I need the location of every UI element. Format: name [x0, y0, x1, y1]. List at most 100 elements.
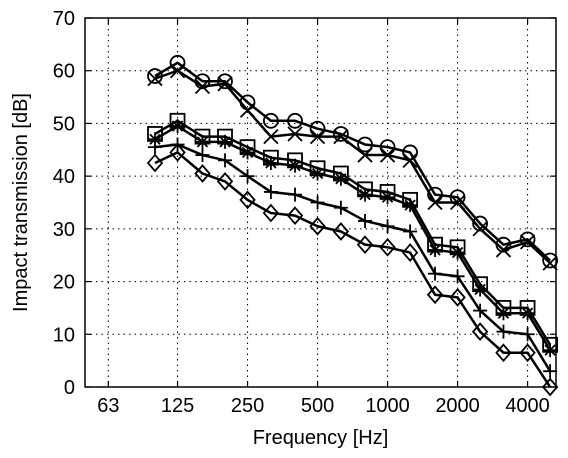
- x-tick-label: 1000: [365, 395, 410, 417]
- diamond-marker: [426, 285, 444, 305]
- diamond-marker: [356, 235, 374, 255]
- circle-marker: [217, 73, 233, 90]
- x-marker: [333, 128, 349, 145]
- x-marker: [194, 78, 211, 95]
- x-tick-label: 4000: [505, 395, 550, 417]
- y-axis-label: Impact transmission [dB]: [10, 93, 32, 312]
- x-marker: [379, 147, 396, 163]
- x-marker: [239, 102, 256, 118]
- axis-ticks: 63 125 250 500 1000 2000 4000 0 10 20 30 40 50 60 70: [53, 8, 556, 417]
- diamond-marker: [309, 216, 326, 236]
- circle-marker: [262, 112, 279, 129]
- diamond-marker: [519, 343, 536, 363]
- diamond-marker: [332, 222, 350, 241]
- diamond-marker: [262, 203, 280, 223]
- x-marker: [147, 70, 163, 87]
- y-tick-label: 10: [53, 324, 75, 346]
- x-marker: [287, 126, 303, 142]
- y-tick-label: 70: [53, 8, 75, 30]
- plus-marker: [333, 200, 348, 215]
- star-marker: [403, 198, 418, 213]
- series-square: [147, 112, 559, 353]
- x-marker: [472, 221, 488, 237]
- x-marker: [263, 128, 279, 145]
- series-layer: [146, 54, 559, 397]
- diamond-marker: [449, 288, 466, 307]
- plus-marker: [358, 213, 373, 228]
- star-marker: [450, 245, 465, 260]
- y-tick-label: 50: [53, 113, 75, 135]
- diamond-marker: [194, 164, 211, 183]
- diamond-marker: [169, 143, 186, 162]
- diamond-marker: [146, 153, 164, 173]
- series-diamond: [146, 143, 559, 397]
- x-tick-label: 125: [161, 395, 194, 417]
- plus-marker: [263, 184, 278, 199]
- circle-marker: [332, 126, 349, 142]
- diamond-marker: [401, 243, 419, 262]
- star-marker: [240, 145, 255, 160]
- plus-marker: [148, 140, 163, 155]
- x-marker: [169, 63, 186, 79]
- series-circle: [147, 54, 559, 269]
- x-tick-label: 2000: [435, 395, 480, 417]
- x-marker: [495, 242, 512, 258]
- plus-marker: [520, 327, 535, 342]
- plus-marker: [195, 148, 210, 163]
- series-line: [154, 119, 552, 346]
- x-marker: [542, 255, 558, 271]
- plot-frame: [84, 17, 557, 388]
- star-marker: [496, 306, 511, 321]
- x-axis-label: Frequency [Hz]: [253, 427, 389, 449]
- y-tick-label: 30: [53, 219, 75, 241]
- y-tick-label: 0: [64, 377, 75, 399]
- star-marker: [148, 132, 163, 147]
- circle-marker: [542, 252, 559, 269]
- star-marker: [358, 187, 373, 202]
- x-marker: [427, 194, 443, 211]
- plus-marker: [240, 169, 255, 184]
- series-x: [147, 63, 558, 271]
- star-marker: [310, 166, 325, 181]
- circle-marker: [357, 136, 373, 153]
- x-marker: [217, 76, 233, 92]
- plus-marker: [428, 266, 443, 281]
- plus-marker: [310, 195, 325, 210]
- star-marker: [473, 282, 488, 297]
- diamond-marker: [495, 343, 512, 363]
- x-marker: [519, 234, 536, 250]
- plus-marker: [403, 224, 418, 239]
- diamond-marker: [471, 322, 489, 342]
- x-marker: [357, 147, 373, 163]
- y-tick-label: 40: [53, 166, 75, 188]
- star-marker: [333, 171, 348, 186]
- x-tick-label: 63: [97, 395, 119, 417]
- circle-marker: [287, 112, 303, 129]
- series-plus: [148, 137, 558, 379]
- star-marker: [543, 343, 558, 358]
- diamond-marker: [286, 206, 304, 226]
- series-star: [148, 119, 558, 358]
- plus-marker: [473, 303, 488, 318]
- star-marker: [520, 306, 535, 321]
- plus-marker: [496, 324, 511, 339]
- star-marker: [263, 155, 278, 170]
- x-marker: [402, 152, 418, 168]
- diamond-marker: [239, 190, 256, 210]
- y-tick-label: 20: [53, 272, 75, 294]
- x-tick-label: 250: [231, 395, 264, 417]
- star-marker: [218, 134, 233, 149]
- plus-marker: [543, 364, 558, 379]
- star-marker: [380, 190, 395, 205]
- star-marker: [195, 134, 210, 149]
- plus-marker: [380, 219, 395, 234]
- x-marker: [309, 128, 326, 145]
- diamond-marker: [216, 172, 234, 191]
- plus-marker: [450, 269, 465, 284]
- star-marker: [428, 242, 443, 257]
- circle-marker: [519, 231, 536, 248]
- circle-marker: [472, 215, 489, 232]
- star-marker: [170, 119, 185, 134]
- x-tick-label: 500: [301, 395, 334, 417]
